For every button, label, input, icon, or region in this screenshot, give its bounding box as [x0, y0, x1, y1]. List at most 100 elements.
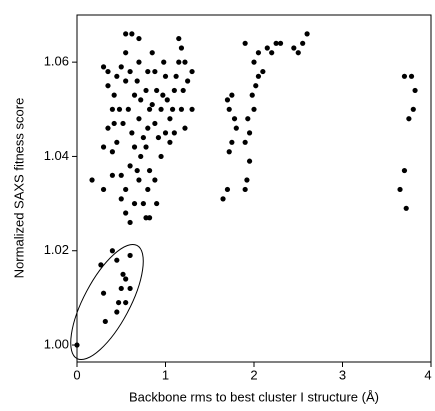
point: [134, 78, 140, 84]
point: [245, 116, 251, 122]
point: [160, 92, 166, 98]
point: [189, 68, 195, 75]
point: [123, 78, 129, 84]
point: [123, 186, 129, 193]
point: [134, 167, 140, 174]
point: [189, 106, 195, 112]
point: [136, 177, 142, 183]
point: [109, 248, 115, 254]
point: [118, 285, 124, 292]
x-tick-label: 4: [424, 367, 431, 382]
point: [264, 45, 270, 51]
point: [226, 149, 232, 155]
x-axis-label: Backbone rms to best cluster I structure…: [129, 389, 379, 404]
point: [100, 290, 107, 296]
point: [149, 101, 155, 108]
point: [155, 134, 162, 141]
point: [171, 87, 177, 94]
point: [120, 271, 126, 277]
point: [140, 200, 146, 207]
point: [403, 205, 409, 211]
point: [98, 262, 104, 268]
point: [162, 130, 169, 136]
point: [242, 186, 248, 193]
point: [127, 285, 133, 292]
point: [114, 139, 120, 145]
point: [105, 83, 111, 89]
point: [127, 163, 133, 169]
point: [167, 139, 173, 145]
point: [136, 59, 142, 65]
x-tick-label: 3: [339, 367, 346, 382]
point: [180, 87, 186, 94]
point: [401, 73, 408, 79]
point: [154, 87, 160, 94]
point: [152, 177, 158, 183]
point: [114, 73, 120, 79]
point: [143, 144, 149, 150]
point: [178, 45, 185, 51]
point: [120, 120, 126, 127]
point: [143, 87, 149, 94]
point: [105, 68, 111, 75]
point: [123, 276, 129, 282]
point: [89, 177, 95, 183]
point: [111, 92, 117, 98]
y-tick-label: 1.04: [44, 148, 69, 163]
point: [118, 196, 124, 202]
point: [118, 172, 124, 178]
point: [220, 196, 226, 202]
point: [127, 219, 133, 226]
point: [136, 116, 142, 122]
point: [158, 153, 164, 160]
point: [406, 116, 412, 122]
point: [138, 153, 144, 160]
point: [100, 144, 107, 150]
point: [152, 120, 158, 127]
point: [131, 200, 138, 207]
point: [246, 158, 253, 164]
point: [260, 68, 266, 75]
point: [226, 106, 232, 112]
point: [242, 40, 248, 46]
point: [145, 186, 151, 193]
point: [246, 130, 253, 136]
point: [146, 215, 153, 221]
x-tick-label: 2: [250, 367, 257, 382]
point: [146, 167, 153, 174]
point: [131, 144, 138, 150]
point: [123, 50, 129, 56]
point: [109, 106, 115, 112]
point: [114, 309, 120, 315]
highlight-ellipse: [70, 243, 144, 361]
y-tick-label: 1.00: [44, 336, 69, 351]
point: [410, 106, 416, 112]
point: [146, 106, 153, 112]
point: [242, 139, 248, 145]
point: [300, 40, 306, 46]
point: [224, 186, 231, 193]
point: [105, 125, 111, 131]
point: [123, 299, 129, 306]
plot-frame: [76, 14, 432, 363]
point: [182, 59, 188, 65]
x-tick-label: 0: [73, 367, 80, 382]
point: [102, 318, 108, 325]
point: [273, 40, 279, 46]
point: [118, 64, 124, 70]
point: [176, 35, 182, 42]
point: [291, 45, 297, 51]
point: [100, 186, 107, 193]
point: [111, 120, 117, 127]
point: [123, 210, 129, 216]
point: [255, 73, 262, 79]
point: [136, 35, 142, 42]
y-tick-label: 1.06: [44, 54, 69, 69]
point: [397, 186, 403, 193]
point: [173, 73, 179, 79]
point: [269, 50, 275, 56]
point: [123, 31, 129, 37]
point: [401, 167, 408, 174]
point: [229, 139, 235, 145]
